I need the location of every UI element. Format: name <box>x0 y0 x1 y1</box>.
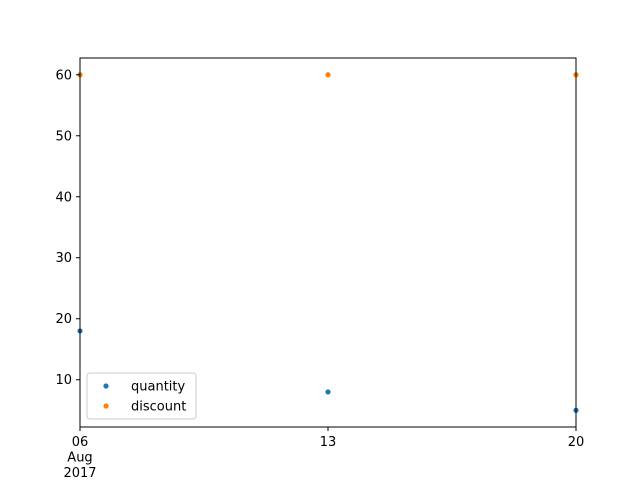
y-axis: 10 20 30 40 50 60 <box>55 68 80 388</box>
legend-marker-discount <box>103 403 109 409</box>
y-tick-label-4: 50 <box>55 129 72 144</box>
legend-label-discount: discount <box>131 400 186 415</box>
data-points <box>77 72 579 413</box>
y-tick-label-3: 40 <box>55 190 72 205</box>
x-tick-label-2: 20 <box>568 435 585 450</box>
x-tick-label-1: 13 <box>320 435 337 450</box>
y-tick-label-5: 60 <box>55 68 72 83</box>
legend: quantity discount <box>86 372 197 420</box>
legend-label-quantity: quantity <box>131 380 186 395</box>
y-tick-label-2: 30 <box>55 251 72 266</box>
legend-box <box>86 372 197 420</box>
x-tick-label-0: 06 Aug 2017 <box>63 435 96 480</box>
y-tick-label-0: 10 <box>55 373 72 388</box>
x-axis: 06 Aug 2017 13 20 <box>63 427 584 480</box>
point-discount-1 <box>325 72 331 78</box>
point-quantity-1 <box>325 389 331 395</box>
y-tick-label-1: 20 <box>55 312 72 327</box>
legend-marker-quantity <box>103 383 109 389</box>
